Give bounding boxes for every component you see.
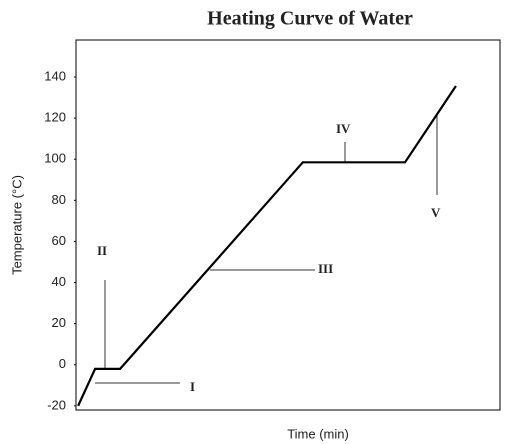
y-tick-label: 140 [44, 68, 66, 83]
annotation: V [431, 205, 441, 220]
x-axis-label: Time (min) [287, 426, 349, 441]
y-tick-label: 60 [52, 233, 66, 248]
annotation: III [318, 261, 333, 276]
annotation: IV [336, 121, 351, 136]
annotation: II [97, 243, 107, 258]
plot-frame [75, 39, 501, 411]
chart-title: Heating Curve of Water [207, 8, 413, 30]
y-tick-label: 40 [52, 274, 66, 289]
y-tick-label: 120 [44, 110, 66, 125]
y-tick-label: -20 [47, 397, 66, 412]
y-tick-label: 0 [59, 356, 66, 371]
data-line [77, 85, 457, 407]
y-tick-label: 100 [44, 151, 66, 166]
annotation: I [190, 379, 195, 394]
y-tick-label: 20 [52, 315, 66, 330]
y-axis-label: Temperature (°C) [9, 175, 24, 275]
y-tick-label: 80 [52, 192, 66, 207]
